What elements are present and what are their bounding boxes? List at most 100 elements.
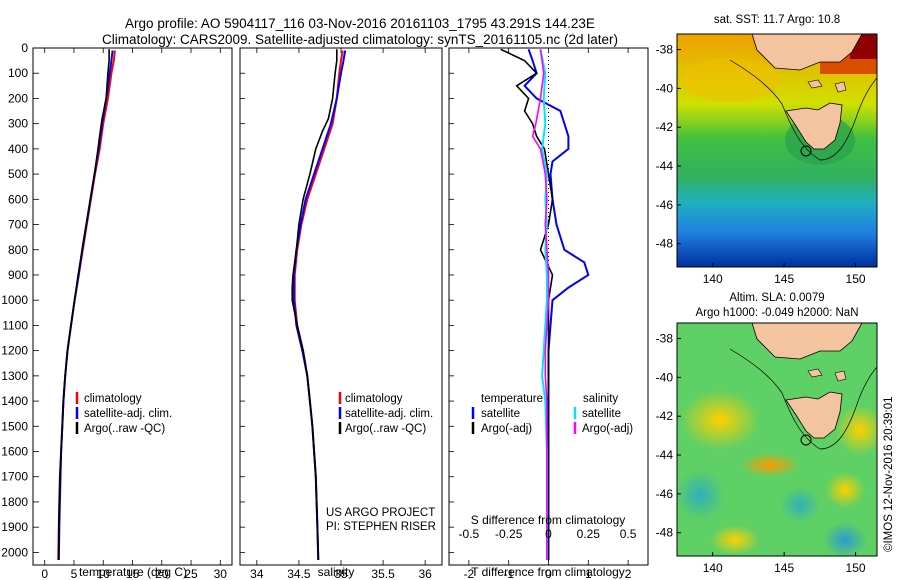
salinity-legend: climatology satellite-adj. clim. Argo(..… (326, 392, 436, 533)
temperature-axes (32, 47, 233, 566)
sdiff-tick-label: 0.5 (620, 527, 637, 541)
series-group (291, 49, 347, 561)
figure-title-line1: Argo profile: AO 5904117_116 03-Nov-2016… (125, 16, 595, 31)
sla-low-blob (677, 470, 725, 520)
sla-low-blob (823, 522, 867, 556)
lat-tick-label: -42 (656, 409, 674, 423)
temperature-argo-line (57, 49, 110, 560)
pressure-tick-label: 500 (8, 167, 28, 181)
sla-map (677, 323, 877, 556)
sla-high-blob (835, 405, 877, 455)
sdiff-tick-label: -0.25 (495, 527, 523, 541)
pressure-tick-label: 1200 (1, 344, 28, 358)
x-tick-label: -1 (503, 567, 514, 580)
lat-tick-label: -46 (656, 198, 674, 212)
lat-tick-label: -38 (656, 43, 674, 57)
pressure-tick-label: 200 (8, 91, 28, 105)
lat-tick-label: -48 (656, 237, 674, 251)
lat-tick-label: -42 (656, 120, 674, 134)
sdiff-tick-label: 0 (545, 527, 552, 541)
legend-label-sal-satellite: satellite (582, 408, 621, 420)
difference-legend: temperature salinity satellite Argo(-adj… (471, 393, 633, 435)
pressure-tick-label: 600 (8, 192, 28, 206)
temperature-legend: climatology satellite-adj. clim. Argo(..… (75, 392, 172, 435)
pressure-tick-label: 900 (8, 268, 28, 282)
difference-plot: -2 -1 0 1 2 -0.5 -0.25 0 0.25 0.5 (459, 48, 637, 580)
lat-tick-label: -44 (656, 159, 674, 173)
x-tick-label: 36 (418, 567, 432, 580)
sla-map-frame (676, 322, 878, 557)
lat-tick-label: -38 (656, 332, 674, 346)
lat-tick-label: -44 (656, 448, 674, 462)
temperature-xlabel: temperature (deg C) (79, 565, 187, 579)
pressure-tick-label: 1300 (1, 369, 28, 383)
sla-high-blob (740, 453, 800, 477)
temperature-plot: 0 5 10 15 20 25 30 (41, 48, 227, 580)
shelf-contour (729, 59, 877, 161)
x-tick-label: 10 (97, 567, 111, 580)
legend-label-satellite: satellite-adj. clim. (84, 408, 172, 420)
salinity-climatology-line (293, 50, 344, 561)
legend-title-salinity: salinity (583, 393, 618, 405)
pressure-tick-label: 400 (8, 142, 28, 156)
mainland-australia (677, 34, 863, 71)
sst-map (677, 34, 877, 267)
lon-tick-label: 150 (846, 272, 866, 286)
series-group (57, 49, 116, 561)
timestamp-stamp: ©IMOS 12-Nov-2016 20:39:01 (883, 396, 895, 552)
tasmania (785, 102, 843, 150)
x-tick-label: 34 (250, 567, 264, 580)
sla-high-blob (710, 525, 760, 555)
pressure-tick-label: 1000 (1, 293, 28, 307)
flinders-island (834, 370, 847, 382)
tdiff-xlabel: T difference from climatology (471, 565, 625, 579)
legend-label-argo: Argo(..raw -QC) (84, 423, 165, 435)
pressure-tick-label: 2000 (1, 545, 28, 559)
salinity-xlabel: salinity (318, 565, 355, 579)
pressure-tick-label: 1700 (1, 470, 28, 484)
pressure-tick-label: 1800 (1, 495, 28, 509)
salinity-plot: 34 34.5 35 35.5 36 (250, 48, 432, 580)
pressure-tick-label: 1100 (2, 318, 28, 332)
x-tick-label: 35.5 (371, 567, 395, 580)
sla-map-axes: 140 145 150 -38 -40 -42 -44 -46 -48 (656, 332, 866, 575)
pressure-tick-label: 1600 (1, 445, 28, 459)
sst-map-frame (676, 33, 878, 268)
pressure-tick-label: 1400 (1, 394, 28, 408)
sst-yellow-patch (680, 58, 780, 102)
credit-text: US ARGO PROJECT (326, 507, 435, 519)
sdiff-xlabel: S difference from climatology (471, 513, 626, 527)
pressure-tick-label: 1900 (1, 520, 28, 534)
legend-label-satellite: satellite-adj. clim. (345, 408, 433, 420)
pressure-tick-label: 700 (8, 218, 28, 232)
lat-tick-label: -40 (656, 370, 674, 384)
sdiff-satellite-line (539, 49, 548, 560)
shelf-contour (729, 348, 877, 450)
sdiff-argo-line (531, 49, 550, 560)
mainland-australia (677, 323, 863, 360)
tasmania (785, 391, 843, 439)
legend-label-climatology: climatology (345, 393, 403, 405)
x-tick-label: 34.5 (287, 567, 311, 580)
salinity-argo-line (291, 49, 338, 561)
x-tick-label: -2 (464, 567, 475, 580)
x-tick-label: 5 (71, 567, 78, 580)
x-tick-label: 0 (41, 567, 48, 580)
flinders-island (834, 81, 847, 93)
tdiff-satellite-line (523, 48, 590, 560)
sdiff-tick-label: -0.5 (459, 527, 480, 541)
king-island (807, 79, 823, 89)
sla-map-title-line2: Argo h1000: -0.049 h2000: NaN (695, 307, 858, 319)
pi-text: PI: STEPHEN RISER (326, 521, 436, 533)
argo-position-marker (800, 434, 812, 446)
salinity-axes (239, 47, 443, 566)
legend-label-argo: Argo(..raw -QC) (345, 423, 426, 435)
pressure-tick-label: 800 (8, 243, 28, 257)
series-group (500, 48, 590, 565)
sst-map-axes: 140 145 150 -38 -40 -42 -44 -46 -48 (656, 43, 866, 286)
pressure-axis: 0 100 200 300 400 500 600 700 800 900 1000 1100 1200… (1, 41, 454, 559)
pressure-tick-label: 1500 (1, 419, 28, 433)
x-tick-label: 20 (155, 567, 169, 580)
pressure-tick-label: 300 (8, 117, 28, 131)
